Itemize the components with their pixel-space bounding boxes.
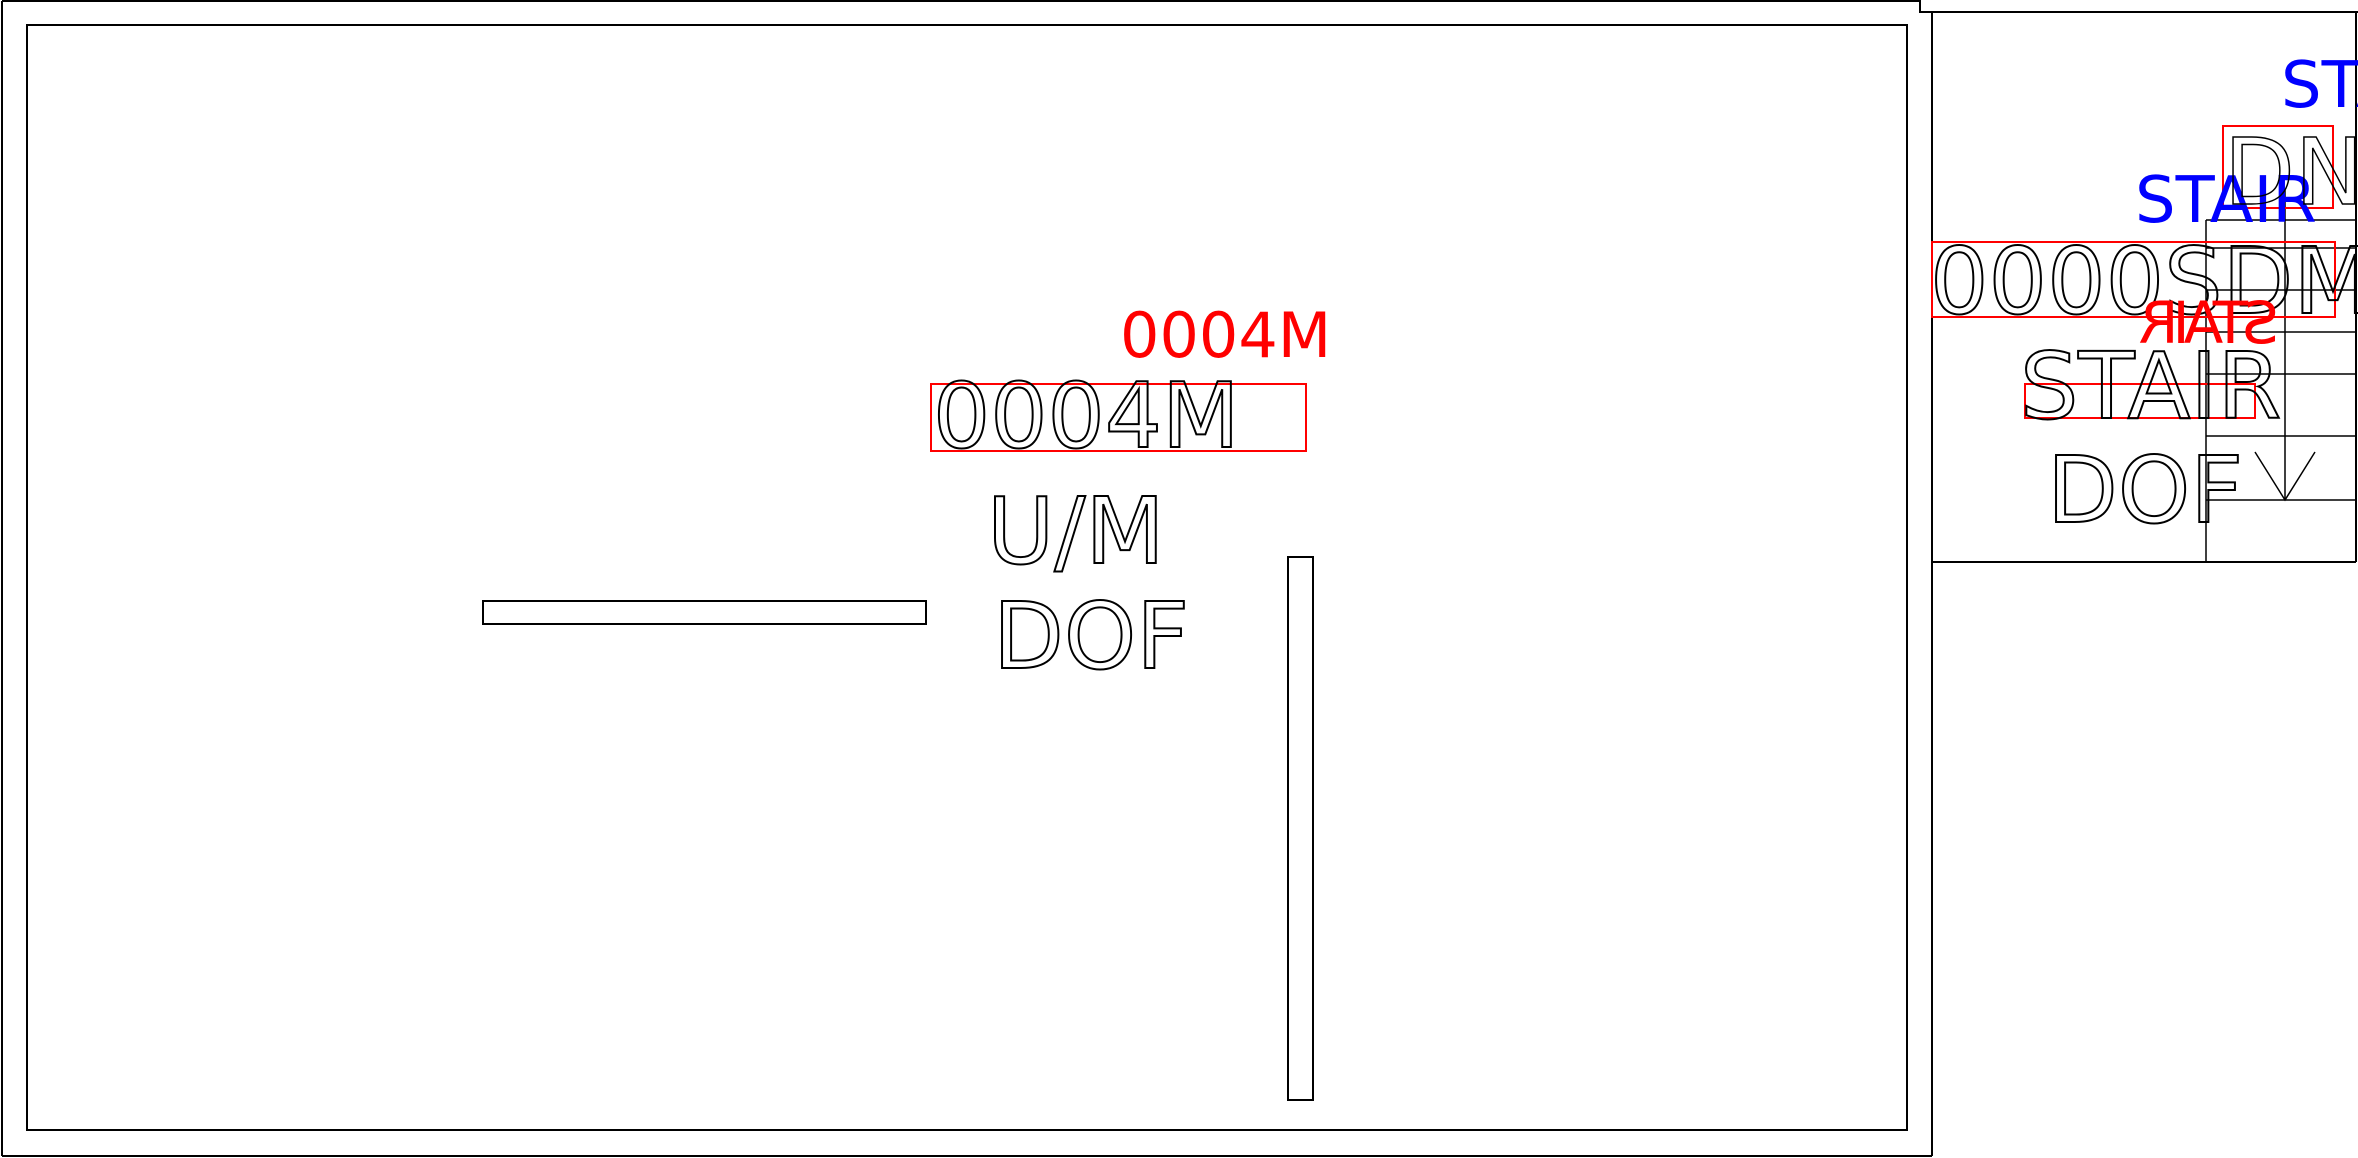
stair-name-label: STAIR <box>2020 333 2281 440</box>
room-use-label-line1: U/M <box>987 478 1165 585</box>
room-number-highlight-box <box>930 383 1307 452</box>
red-mirrored-annotation: STAIR <box>2139 289 2279 357</box>
outer-wall-outline <box>2 0 2358 13</box>
stair-direction-highlight-box <box>2222 125 2334 209</box>
room-number-label: 0004M <box>933 364 1240 469</box>
vertical-partition <box>1287 556 1314 1101</box>
stair-name-highlight-box <box>2024 383 2256 419</box>
stair-room: STAIR STAIR DN 0000SDM STAIR STAIR DOF <box>1929 12 2358 563</box>
stair-direction-label: DN <box>2224 119 2358 226</box>
main-room-outline <box>26 24 1908 1131</box>
stair-room-number-highlight-box <box>1931 241 2336 318</box>
red-mirrored-annotation-text: STAIR <box>2139 289 2279 357</box>
stair-room-number-label: 0000SDM <box>1930 228 2358 335</box>
stair-use-label: DOF <box>2047 437 2243 544</box>
room-number-annotation: 0004M <box>1120 299 1331 372</box>
blue-annotation-mid: STAIR <box>2135 164 2317 238</box>
blue-annotation-top: STAIR <box>2281 49 2358 123</box>
horizontal-partition <box>482 600 927 625</box>
stair-treads <box>2205 190 2356 562</box>
stair-direction-arrowhead <box>2254 451 2316 502</box>
room-use-label-line2: DOF <box>993 583 1189 690</box>
